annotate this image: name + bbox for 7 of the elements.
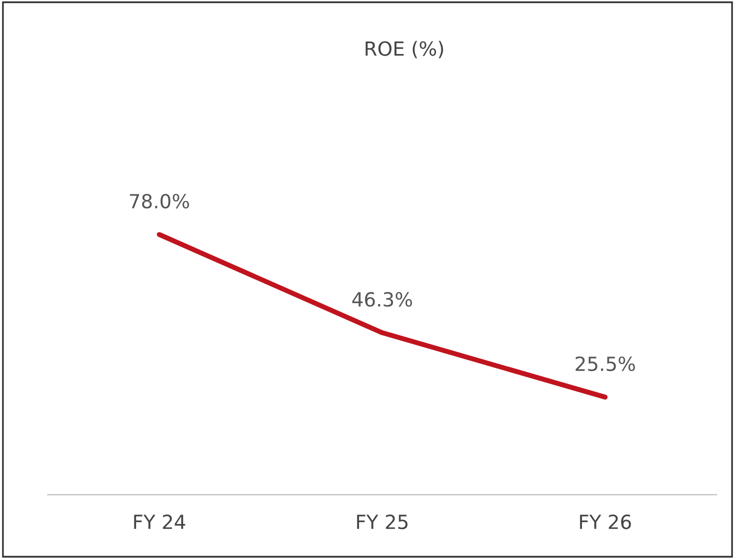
x-tick-label: FY 25 (357, 514, 408, 530)
x-tick-label: FY 24 (134, 514, 186, 529)
data-label: 46.3% (352, 292, 412, 307)
chart-title: ROE (%) (366, 40, 444, 58)
data-label: 78.0% (130, 194, 190, 209)
data-label: 25.5% (576, 356, 635, 372)
x-tick-label: FY 26 (580, 514, 631, 530)
